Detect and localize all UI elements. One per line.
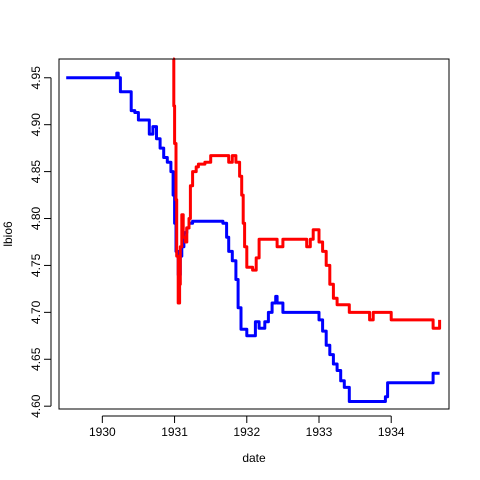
y-tick-label: 4.60: [29, 394, 43, 418]
y-axis: 4.60 4.65 4.70 4.75 4.80 4.85 4.90 4.95: [29, 66, 52, 418]
x-axis-label: date: [242, 451, 266, 465]
y-tick-label: 4.65: [29, 347, 43, 371]
x-tick-label: 1932: [233, 425, 260, 439]
series-line-1: [66, 71, 440, 403]
series-line-2: [172, 57, 442, 330]
x-tick-label: 1934: [378, 425, 405, 439]
x-tick-label: 1930: [89, 425, 116, 439]
y-axis-label: lbio6: [1, 221, 15, 247]
y-tick-label: 4.95: [29, 66, 43, 90]
series-layer: [66, 57, 442, 403]
y-tick-label: 4.70: [29, 300, 43, 324]
x-tick-label: 1931: [161, 425, 188, 439]
x-axis: 1930 1931 1932 1933 1934: [89, 415, 405, 439]
y-tick-label: 4.80: [29, 206, 43, 230]
plot-frame: [58, 58, 450, 410]
y-tick-label: 4.90: [29, 113, 43, 137]
x-tick-label: 1933: [306, 425, 333, 439]
y-tick-label: 4.85: [29, 160, 43, 184]
y-tick-label: 4.75: [29, 253, 43, 277]
